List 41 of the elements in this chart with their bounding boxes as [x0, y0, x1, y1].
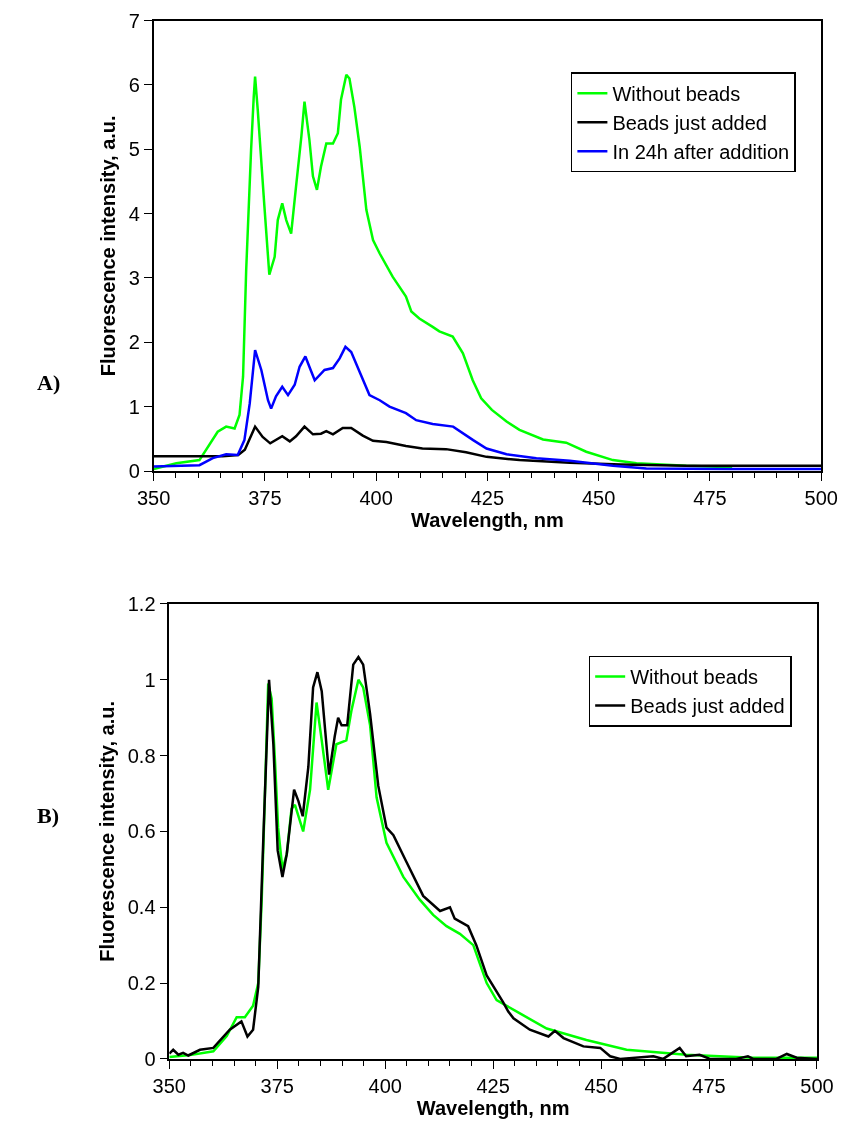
legend-label: In 24h after addition	[612, 141, 790, 163]
x-tick-label: 375	[248, 486, 282, 509]
x-tick-label: 425	[470, 486, 505, 509]
y-tick-label: 0.6	[127, 820, 156, 843]
y-tick-label: 2	[128, 331, 140, 354]
y-tick-label: 0	[128, 460, 140, 483]
y-tick-label: 0.8	[127, 744, 156, 767]
x-tick-label: 400	[368, 1074, 402, 1097]
y-tick-label: 0.2	[127, 972, 156, 995]
x-axis-title: Wavelength, nm	[416, 1096, 570, 1119]
y-tick-label: 3	[128, 266, 140, 289]
legend-label: Without beads	[612, 83, 741, 105]
y-tick-label: 0.4	[127, 896, 156, 919]
y-tick-label: 0	[144, 1047, 156, 1070]
y-tick-label: 1	[144, 668, 156, 691]
y-tick-label: 1	[128, 395, 140, 418]
legend-label: Beads just added	[612, 112, 767, 134]
x-tick-label: 350	[136, 486, 171, 509]
x-tick-label: 500	[800, 1074, 834, 1097]
y-tick-label: 7	[128, 9, 140, 32]
x-tick-label: 450	[581, 486, 616, 509]
y-tick-label: 5	[128, 138, 140, 161]
x-tick-label: 400	[359, 486, 393, 509]
y-axis-title: Fluorescence intensity, a.u.	[95, 701, 118, 962]
x-axis-title: Wavelength, nm	[411, 508, 564, 531]
legend-label: Without beads	[630, 666, 759, 689]
y-axis-title: Fluorescence intensity, a.u.	[96, 115, 119, 377]
x-tick-label: 450	[584, 1074, 618, 1097]
x-tick-label: 350	[152, 1074, 186, 1097]
y-tick-label: 1.2	[127, 592, 156, 615]
y-tick-label: 4	[128, 202, 140, 225]
legend-label: Beads just added	[630, 695, 785, 718]
x-tick-label: 375	[260, 1074, 294, 1097]
y-tick-label: 6	[128, 73, 140, 96]
text: B)	[37, 803, 59, 828]
line-series	[153, 345, 822, 471]
x-tick-label: 475	[692, 1074, 726, 1097]
text: A)	[37, 370, 61, 395]
x-tick-label: 475	[693, 486, 727, 509]
x-tick-label: 425	[476, 1074, 510, 1097]
x-tick-label: 500	[804, 486, 838, 509]
